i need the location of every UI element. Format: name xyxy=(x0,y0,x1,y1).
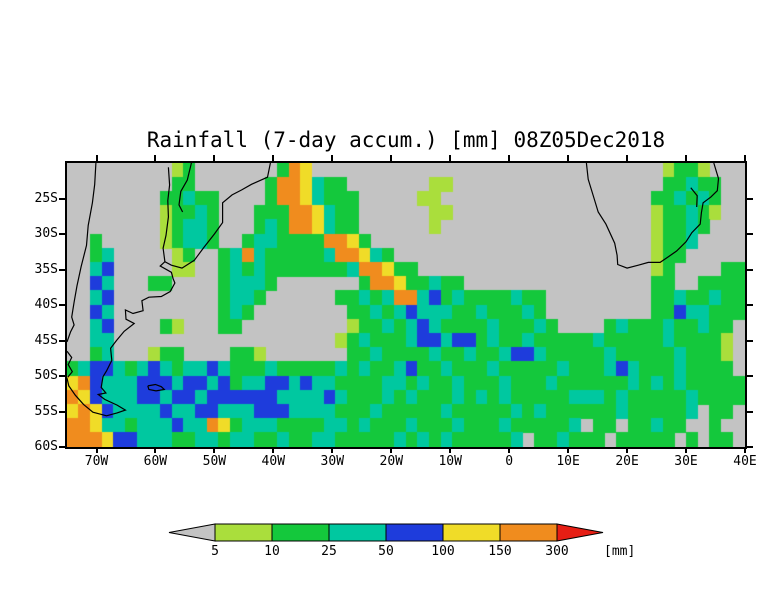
colorbar-svg xyxy=(168,523,604,542)
y-axis-label: 30S xyxy=(34,226,58,241)
y-axis-label: 55S xyxy=(34,403,58,419)
x-tick xyxy=(95,155,98,161)
x-tick xyxy=(508,155,511,161)
coastline xyxy=(178,163,192,213)
x-tick xyxy=(331,155,334,161)
x-tick xyxy=(626,447,629,453)
x-tick xyxy=(213,155,216,161)
x-tick xyxy=(744,447,746,453)
y-tick xyxy=(59,410,65,413)
y-tick xyxy=(59,304,65,306)
colorbar-segment xyxy=(271,523,330,542)
colorbar-label: 25 xyxy=(321,544,337,559)
colorbar-segment xyxy=(328,523,387,542)
x-tick xyxy=(685,155,687,161)
x-tick xyxy=(272,155,275,161)
colorbar-segment xyxy=(499,523,558,542)
y-axis-label: 25S xyxy=(34,190,58,206)
x-tick xyxy=(626,155,629,161)
x-tick xyxy=(390,447,393,453)
x-tick xyxy=(390,155,393,161)
x-axis-label: 20E xyxy=(615,454,639,469)
colorbar-label: 5 xyxy=(211,544,219,559)
x-tick xyxy=(744,155,746,161)
x-axis-label: 30E xyxy=(674,454,698,469)
x-tick xyxy=(449,447,452,453)
coastlines-svg xyxy=(67,163,720,417)
x-axis-label: 40W xyxy=(261,454,286,469)
y-tick xyxy=(747,375,753,377)
coastline xyxy=(67,163,97,343)
x-axis-label: 60W xyxy=(143,454,168,469)
y-tick xyxy=(747,339,753,342)
y-axis-label: 35S xyxy=(34,261,58,277)
y-tick xyxy=(59,197,65,200)
y-tick xyxy=(747,197,753,200)
coastline xyxy=(690,187,698,208)
colorbar-label: 50 xyxy=(378,544,394,559)
coastline xyxy=(585,163,720,269)
colorbar-label: 300 xyxy=(545,544,569,559)
y-tick xyxy=(59,233,65,235)
x-axis-label: 50W xyxy=(202,454,227,469)
colorbar-below-arrow xyxy=(168,523,216,542)
colorbar-above-arrow xyxy=(556,523,604,542)
y-tick xyxy=(747,446,753,448)
colorbar-label: 10 xyxy=(264,544,280,559)
x-axis-label: 10W xyxy=(438,454,462,469)
x-tick xyxy=(272,447,275,453)
x-axis-label: 0 xyxy=(505,454,514,469)
x-axis-label: 30W xyxy=(320,454,345,469)
colorbar-segment xyxy=(385,523,444,542)
y-axis-label: 40S xyxy=(34,297,58,312)
x-axis-label: 20W xyxy=(379,454,404,469)
plot-frame xyxy=(65,161,747,449)
y-tick xyxy=(59,268,65,271)
x-axis-label: 70W xyxy=(84,454,109,469)
y-tick xyxy=(747,304,753,306)
y-axis-label: 50S xyxy=(34,368,58,383)
x-tick xyxy=(331,447,334,453)
x-tick xyxy=(449,155,452,161)
x-axis-label: 10E xyxy=(556,454,580,469)
coastline xyxy=(67,163,271,417)
coastline xyxy=(162,167,171,262)
x-tick xyxy=(154,447,157,453)
colorbar-unit: [mm] xyxy=(604,544,636,559)
colorbar-label: 100 xyxy=(431,544,455,559)
colorbar-segment xyxy=(442,523,501,542)
coastline xyxy=(147,383,166,392)
x-tick xyxy=(685,447,687,453)
y-axis-label: 60S xyxy=(34,439,58,454)
rainfall-heatmap xyxy=(67,163,745,447)
y-axis-label: 45S xyxy=(34,332,58,348)
x-tick xyxy=(508,447,511,453)
x-tick xyxy=(95,447,98,453)
colorbar-label: 150 xyxy=(488,544,512,559)
plot-title: Rainfall (7-day accum.) [mm] 08Z05Dec201… xyxy=(146,128,666,152)
coastline xyxy=(67,350,74,378)
y-tick xyxy=(747,233,753,235)
x-tick xyxy=(567,155,570,161)
x-tick xyxy=(154,155,157,161)
y-tick xyxy=(59,375,65,377)
x-axis-label: 40E xyxy=(733,454,757,469)
y-tick xyxy=(747,268,753,271)
x-tick xyxy=(213,447,216,453)
y-tick xyxy=(59,339,65,342)
x-tick xyxy=(567,447,570,453)
colorbar-segment xyxy=(214,523,273,542)
y-tick xyxy=(59,446,65,448)
y-tick xyxy=(747,410,753,413)
